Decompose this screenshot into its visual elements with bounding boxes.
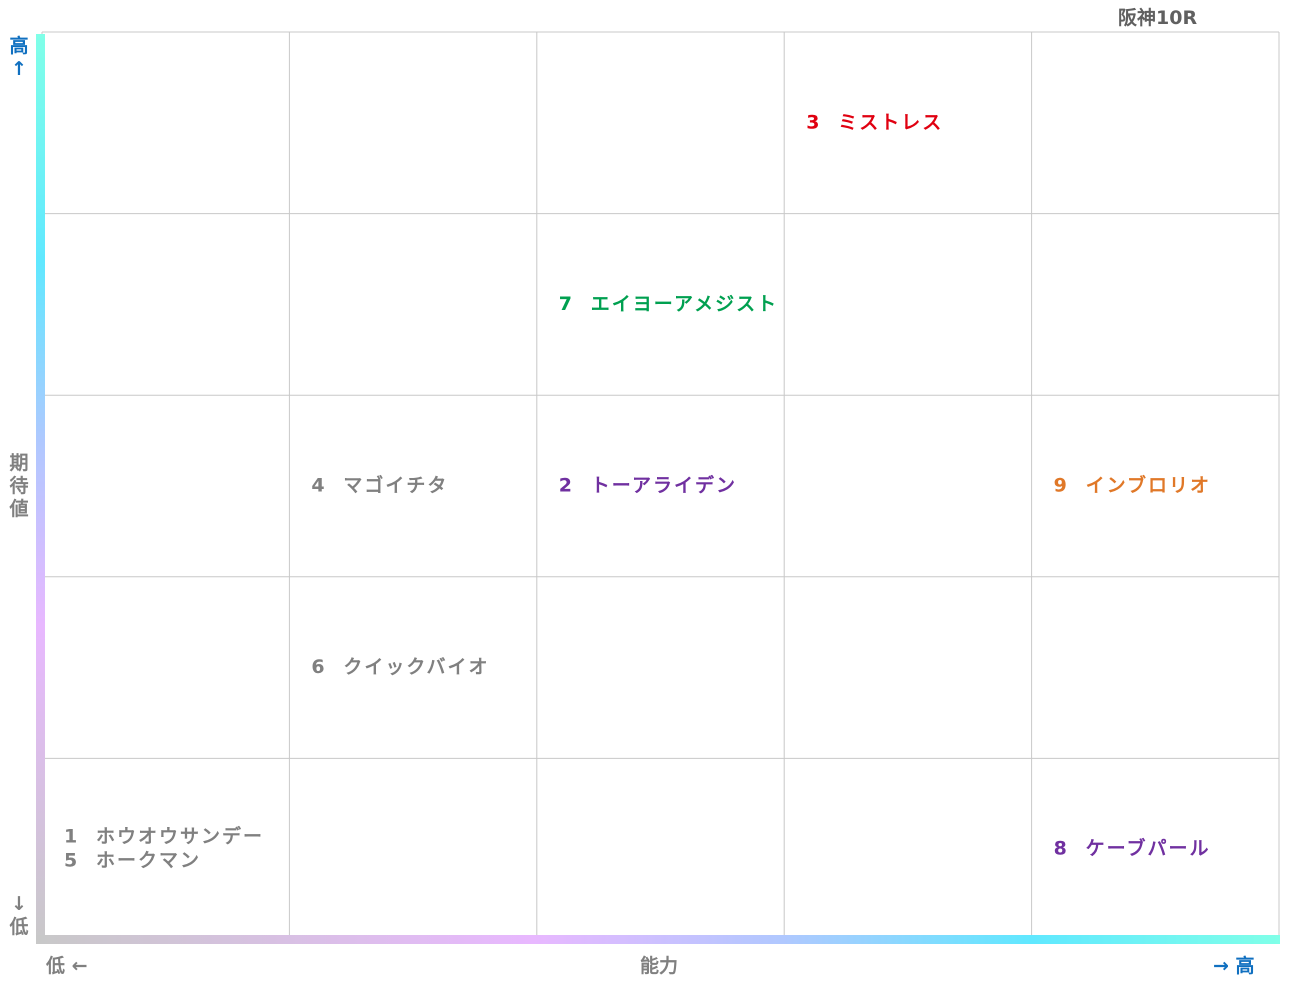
entry-number: 4 (311, 475, 326, 497)
entry-number: 8 (1054, 838, 1069, 860)
y-label: 期待値 (9, 452, 29, 520)
y-low: ↓低 (9, 893, 29, 938)
title: 阪神10R (1118, 7, 1198, 29)
entry-name: エイヨーアメジスト (591, 293, 778, 315)
x-label: 能力 (640, 955, 679, 977)
entry-name: ホークマン (96, 850, 201, 872)
x-low: 低 ← (46, 955, 88, 977)
y-axis-bar (36, 34, 45, 944)
entry-name: クイックバイオ (343, 656, 489, 678)
entry-name: インブロリオ (1086, 474, 1211, 497)
entry-name: ミストレス (838, 111, 943, 133)
entry-name: マゴイチタ (343, 474, 448, 497)
entry-number: 3 (806, 111, 821, 133)
entry-number: 1 (64, 826, 79, 848)
x-axis-bar (36, 935, 1280, 944)
entry-number: 2 (559, 475, 574, 497)
entry-name: ホウオウサンデー (96, 825, 264, 848)
entries: 3 ミストレス 7 エイヨーアメジスト 4 マゴイチタ 2 トーアライデン 9 インブロリオ 6 クイ… (64, 111, 1211, 872)
y-high: 高↑ (9, 35, 29, 80)
entry-number: 5 (64, 850, 79, 872)
entry-name: トーアライデン (591, 474, 737, 497)
entry-number: 6 (311, 656, 326, 678)
entry-number: 9 (1054, 475, 1069, 497)
x-high: → 高 (1213, 955, 1255, 977)
entry-name: ケーブパール (1086, 837, 1211, 860)
entry-number: 7 (559, 293, 574, 315)
